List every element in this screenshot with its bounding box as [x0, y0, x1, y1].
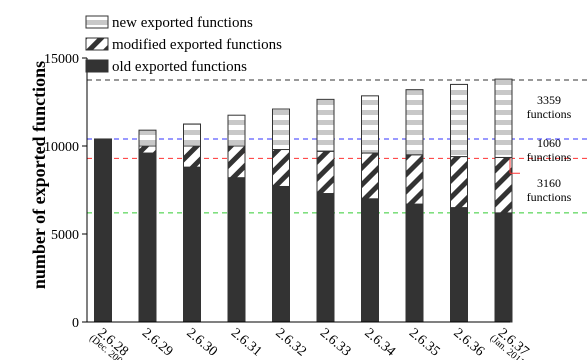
y-axis-label: number of exported functions [29, 61, 49, 289]
bar-segment-horizontal [450, 83, 468, 158]
y-tick-label: 10000 [44, 140, 79, 155]
annotation-text: functions [527, 150, 572, 164]
bar-segment-diagonal [138, 145, 157, 154]
legend-label: modified exported functions [112, 37, 282, 53]
x-tick-label: 2.6.33 [317, 326, 353, 360]
annotation-text: functions [527, 190, 572, 204]
legend: old exported functions modified exported … [85, 15, 282, 75]
x-tick-label: 2.6.30 [183, 326, 219, 360]
bar-segment-solid [316, 193, 335, 323]
bar-segment-diagonal [450, 156, 468, 209]
legend-label: old exported functions [112, 59, 247, 75]
bar-segment-solid [361, 198, 379, 323]
x-tick-label: 2.6.34 [361, 326, 397, 360]
bar-segment-diagonal [316, 150, 335, 195]
legend-swatch [85, 59, 109, 73]
legend-label: new exported functions [112, 15, 253, 31]
x-tick-label: 2.6.31 [228, 326, 264, 360]
legend-swatch [85, 37, 109, 51]
bar-segment-solid [405, 203, 424, 323]
bar-segment-diagonal [361, 152, 379, 200]
bar-segment-solid [138, 152, 157, 323]
annotation-bracket [509, 158, 520, 174]
bar-segment-horizontal [272, 108, 290, 151]
bar-segment-horizontal [405, 89, 424, 156]
y-ticks: 0 5000 10000 15000 [44, 52, 87, 331]
bar-segment-solid [494, 212, 513, 323]
bar-segment-diagonal [405, 154, 424, 205]
bars [94, 78, 513, 323]
bar-segment-horizontal [183, 123, 201, 147]
bar-segment-diagonal [183, 145, 201, 168]
annotation-text: 3160 [537, 176, 561, 190]
bar-segment-horizontal [494, 78, 513, 158]
bar-segment-diagonal [227, 145, 246, 179]
bar-segment-solid [227, 177, 246, 323]
annotation-text: functions [527, 107, 572, 121]
x-ticks: 2.6.28(Dec. 2008) 2.6.29 2.6.30 2.6.31 2.6.3… [87, 326, 531, 360]
bar-segment-horizontal [227, 114, 246, 147]
legend-swatch [85, 15, 109, 29]
annotation-text: 1060 [537, 136, 561, 150]
bar-segment-horizontal [361, 95, 379, 154]
bar-segment-diagonal [272, 149, 290, 187]
bar-segment-solid [272, 185, 290, 323]
y-tick-label: 15000 [44, 52, 79, 67]
x-tick-label: 2.6.36 [450, 326, 486, 360]
x-tick-label: 2.6.29 [139, 326, 175, 360]
bar-segment-horizontal [316, 98, 335, 152]
bar-segment-solid [450, 207, 468, 323]
bar-segment-diagonal [494, 156, 513, 214]
x-tick-label: 2.6.35 [406, 326, 442, 360]
y-tick-label: 0 [72, 316, 79, 331]
annotation-text: 3359 [537, 93, 561, 107]
bar-segment-horizontal [138, 129, 157, 147]
y-tick-label: 5000 [51, 228, 79, 243]
x-tick-label: 2.6.32 [272, 326, 308, 360]
bar-segment-solid [183, 166, 201, 323]
bar-segment-solid [94, 138, 112, 323]
